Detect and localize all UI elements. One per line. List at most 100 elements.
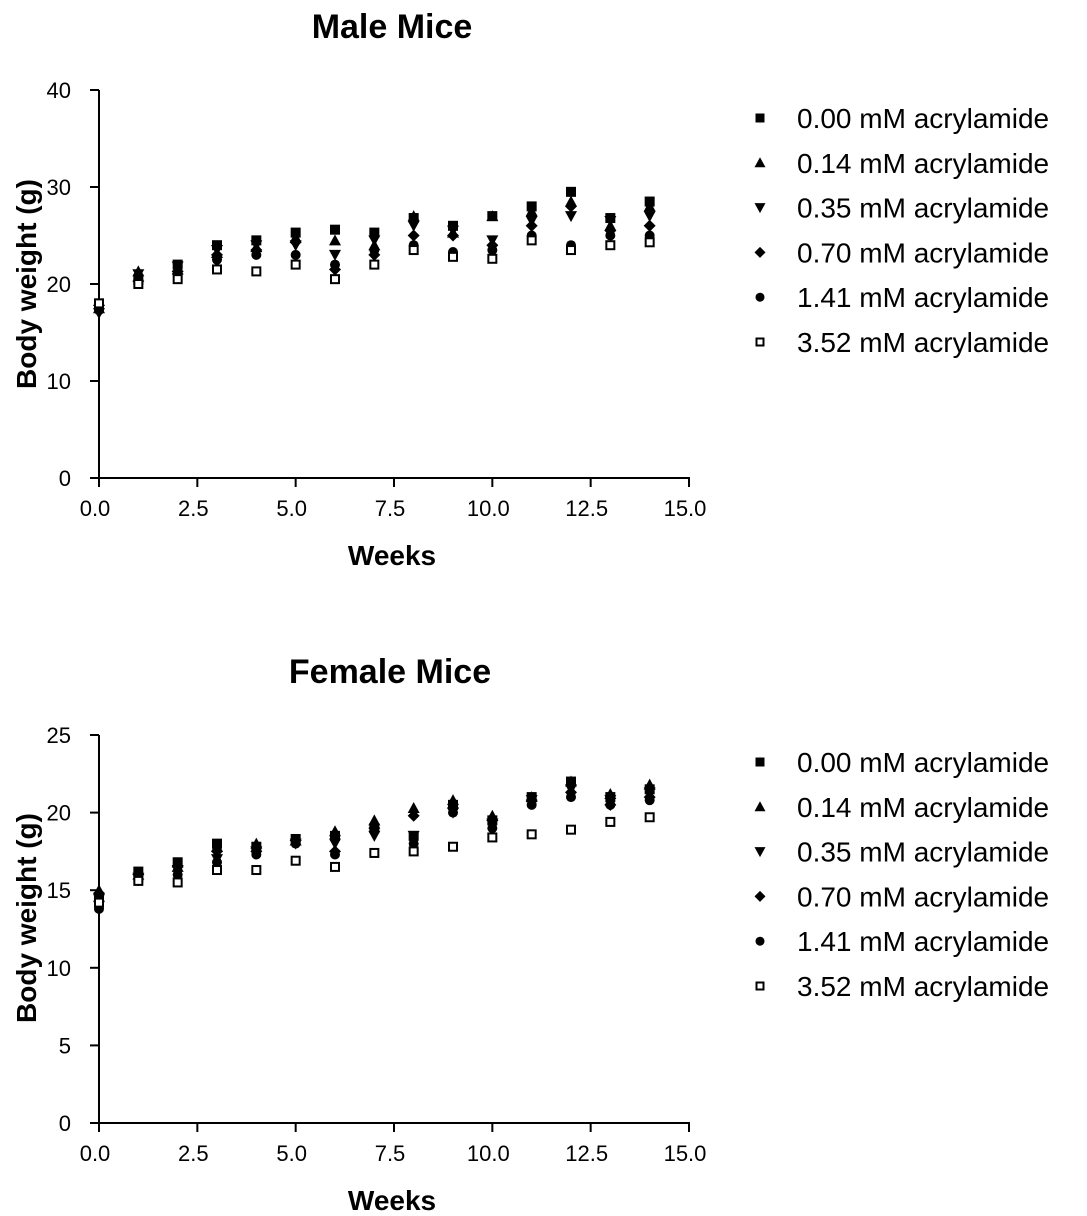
data-point bbox=[643, 778, 656, 790]
data-point bbox=[566, 186, 576, 197]
data-point bbox=[251, 849, 262, 860]
x-tick-label: 2.5 bbox=[178, 496, 209, 521]
y-tick-label: 0 bbox=[59, 1111, 71, 1136]
legend-item: 0.14 mM acrylamide bbox=[754, 148, 1049, 179]
data-point bbox=[212, 857, 222, 868]
data-point bbox=[486, 210, 499, 222]
data-point bbox=[643, 211, 656, 223]
y-tick-label: 10 bbox=[47, 956, 71, 981]
legend-marker bbox=[754, 890, 766, 902]
data-point bbox=[487, 823, 498, 834]
data-point bbox=[94, 897, 104, 908]
data-point bbox=[290, 855, 301, 866]
legend-marker bbox=[755, 113, 765, 123]
data-point bbox=[369, 847, 380, 858]
legend-item: 0.00 mM acrylamide bbox=[755, 103, 1049, 134]
data-point bbox=[448, 807, 458, 818]
data-point bbox=[407, 229, 420, 242]
legend-item: 0.35 mM acrylamide bbox=[754, 193, 1049, 224]
data-point bbox=[132, 269, 145, 281]
y-tick-label: 20 bbox=[47, 272, 71, 297]
legend-label: 0.00 mM acrylamide bbox=[797, 747, 1049, 778]
data-point bbox=[171, 860, 184, 873]
data-point bbox=[565, 211, 577, 223]
data-point bbox=[448, 841, 458, 852]
data-point bbox=[93, 887, 105, 900]
data-point bbox=[133, 279, 144, 289]
data-point bbox=[566, 792, 576, 803]
legend-item: 0.00 mM acrylamide bbox=[755, 747, 1049, 778]
data-point bbox=[525, 205, 538, 217]
legend-item: 3.52 mM acrylamide bbox=[755, 971, 1049, 1002]
data-point bbox=[329, 825, 341, 837]
y-axis-label: Body weight (g) bbox=[11, 179, 42, 389]
data-point bbox=[407, 220, 420, 232]
data-point bbox=[289, 236, 302, 249]
data-point bbox=[172, 877, 183, 888]
series-2 bbox=[93, 211, 656, 320]
x-tick-label: 5.0 bbox=[276, 1141, 307, 1166]
data-point bbox=[250, 837, 263, 849]
series-4 bbox=[94, 792, 655, 914]
data-point bbox=[329, 249, 341, 261]
data-point bbox=[290, 259, 301, 270]
data-point bbox=[605, 230, 616, 241]
legend-label: 0.14 mM acrylamide bbox=[797, 148, 1049, 179]
x-tick-label: 7.5 bbox=[375, 496, 406, 521]
x-tick-label: 15.0 bbox=[664, 496, 707, 521]
data-point bbox=[526, 235, 537, 246]
data-point bbox=[643, 219, 656, 232]
legend-item: 0.35 mM acrylamide bbox=[754, 837, 1049, 868]
x-tick-label: 15.0 bbox=[664, 1141, 707, 1166]
data-point bbox=[644, 795, 655, 806]
data-point bbox=[251, 865, 262, 876]
series-5 bbox=[94, 812, 655, 908]
legend-label: 3.52 mM acrylamide bbox=[797, 327, 1049, 358]
legend-marker bbox=[755, 337, 765, 347]
data-point bbox=[330, 849, 340, 860]
y-tick-label: 40 bbox=[47, 78, 71, 103]
data-point bbox=[290, 838, 301, 849]
data-point bbox=[290, 249, 301, 260]
legend-label: 1.41 mM acrylamide bbox=[797, 926, 1049, 957]
legend-item: 0.14 mM acrylamide bbox=[754, 792, 1049, 823]
data-point bbox=[172, 869, 183, 880]
data-point bbox=[133, 875, 144, 886]
data-point bbox=[330, 259, 340, 270]
female-mice-chart: Female Mice 0 5 10 15 20 25 0.0 2.5 5.0 7.5 10.0 12.… bbox=[11, 653, 1049, 1216]
x-tick-label: 0.0 bbox=[80, 1141, 111, 1166]
legend-label: 0.35 mM acrylamide bbox=[797, 193, 1049, 224]
legend-item: 1.41 mM acrylamide bbox=[755, 926, 1049, 957]
x-tick-label: 10.0 bbox=[467, 496, 510, 521]
legend-item: 1.41 mM acrylamide bbox=[755, 282, 1049, 313]
data-point bbox=[447, 794, 459, 806]
data-point bbox=[566, 824, 576, 835]
data-point bbox=[368, 235, 381, 247]
data-point bbox=[212, 254, 222, 265]
x-tick-label: 7.5 bbox=[375, 1141, 406, 1166]
data-point bbox=[369, 227, 380, 238]
data-point bbox=[526, 799, 537, 810]
data-point bbox=[565, 775, 577, 787]
legend-marker bbox=[754, 246, 766, 258]
data-point bbox=[605, 240, 616, 251]
data-point bbox=[605, 816, 616, 827]
legend-label: 0.70 mM acrylamide bbox=[797, 881, 1049, 912]
data-point bbox=[368, 814, 381, 826]
data-point bbox=[487, 253, 498, 264]
legend-label: 3.52 mM acrylamide bbox=[797, 971, 1049, 1002]
x-tick-label: 0.0 bbox=[80, 496, 111, 521]
data-point bbox=[172, 274, 183, 285]
data-point bbox=[211, 845, 223, 858]
data-point bbox=[486, 814, 499, 827]
legend-label: 0.14 mM acrylamide bbox=[797, 792, 1049, 823]
data-point bbox=[408, 846, 419, 857]
y-tick-label: 30 bbox=[47, 175, 71, 200]
data-point bbox=[407, 830, 420, 842]
data-point bbox=[487, 245, 498, 256]
data-point bbox=[448, 251, 458, 262]
legend-label: 0.35 mM acrylamide bbox=[797, 837, 1049, 868]
x-tick-label: 2.5 bbox=[178, 1141, 209, 1166]
y-tick-label: 20 bbox=[47, 801, 71, 826]
